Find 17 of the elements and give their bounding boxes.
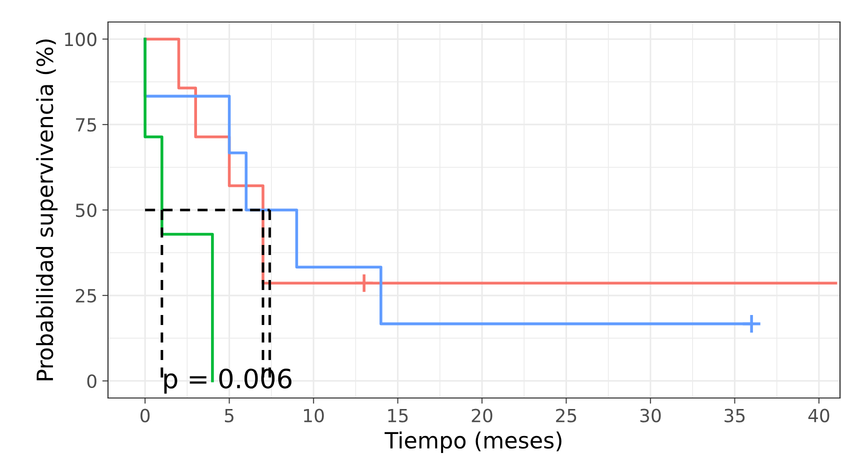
x-tick-label: 10 (304, 408, 324, 422)
y-tick-label: 50 (76, 203, 96, 218)
x-tick-label: 40 (808, 408, 830, 422)
x-axis-title: Tiempo (meses) (384, 431, 562, 453)
x-tick-label: 30 (640, 408, 661, 422)
x-tick-label: 35 (724, 408, 745, 422)
x-tick-label: 0 (140, 408, 150, 422)
y-axis-title: Probabilidad supervivencia (%) (36, 40, 58, 380)
y-tick-label: 100 (65, 32, 96, 46)
x-tick-label: 5 (224, 408, 234, 422)
y-tick-label: 25 (76, 288, 96, 303)
x-tick-label: 15 (388, 408, 408, 422)
x-tick-label: 25 (556, 408, 576, 422)
y-tick-label: 0 (87, 374, 96, 388)
x-tick-label: 20 (472, 408, 492, 422)
annotation: p = 0.006 (164, 368, 292, 394)
y-tick-label: 75 (76, 118, 96, 132)
